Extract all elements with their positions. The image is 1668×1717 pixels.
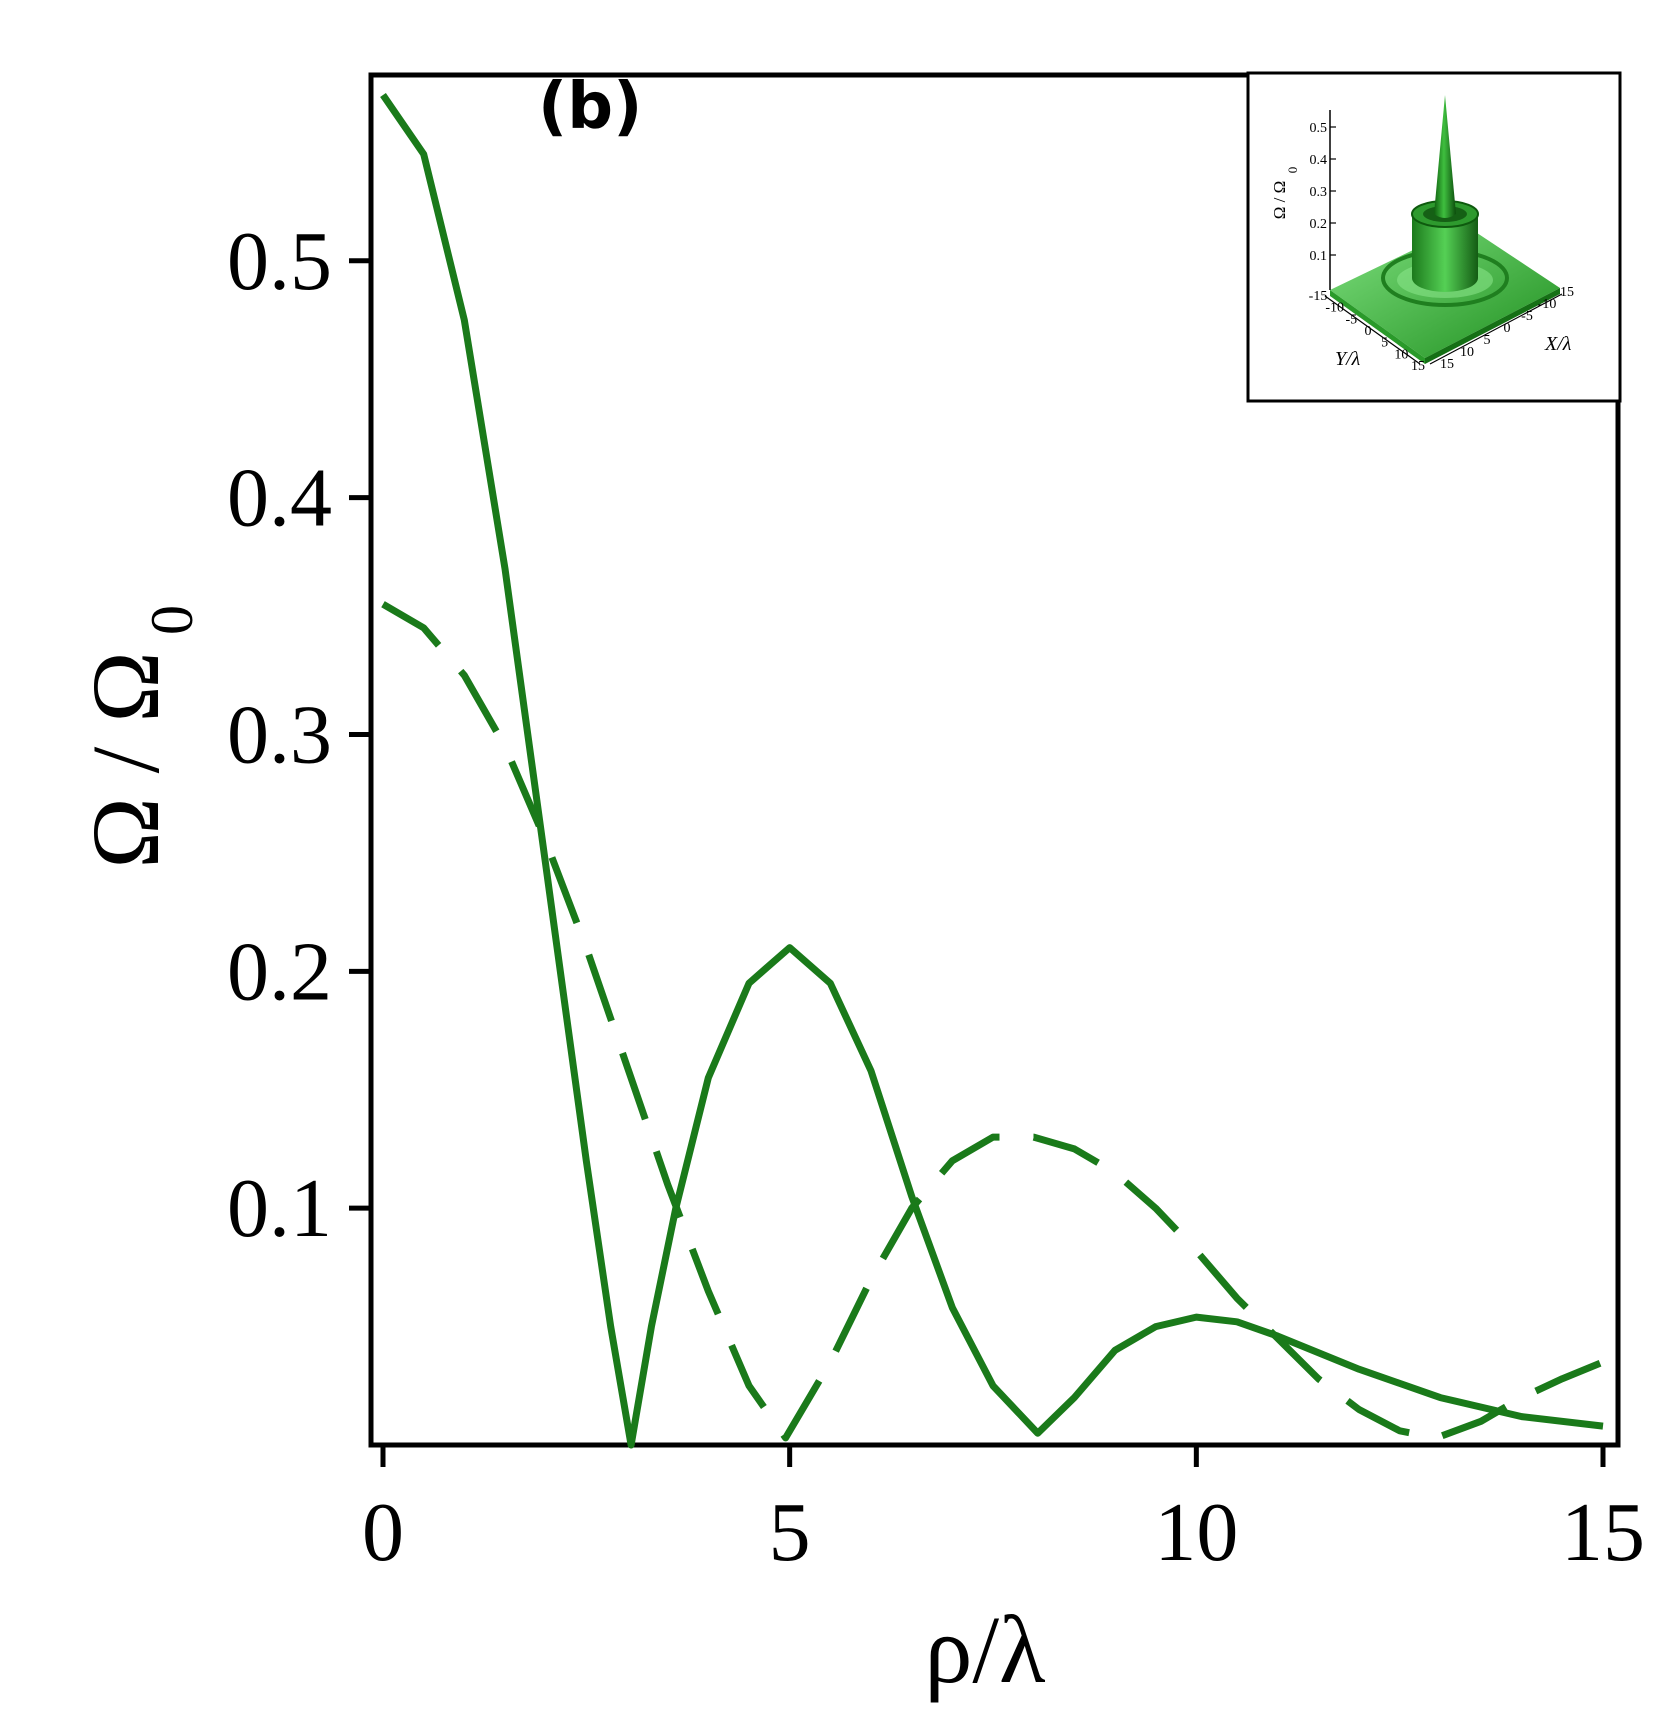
inset-y-tick-label: -15	[1309, 289, 1328, 304]
y-axis-title: Ω / Ω 0	[72, 605, 205, 869]
inset-x-tick-label: -5	[1521, 309, 1533, 324]
inset-x-tick-label: -10	[1538, 297, 1557, 312]
x-tick-label: 0	[362, 1486, 404, 1579]
y-axis-title-main: Ω / Ω	[72, 651, 179, 868]
inset-z-tick-label: 0.4	[1310, 153, 1328, 168]
inset-x-tick-label: 15	[1560, 285, 1574, 300]
inset-z-tick-label: 0.5	[1310, 121, 1328, 136]
inset-y-tick-label: -10	[1325, 301, 1344, 316]
inset-y-tick-label: 10	[1394, 347, 1408, 362]
inset-z-tick-label: 0.2	[1310, 217, 1328, 232]
inset-x-axis	[1429, 293, 1563, 365]
inset-x-tick-label: 0	[1504, 321, 1511, 336]
x-tick-label: 5	[769, 1486, 811, 1579]
inset-z-tick-label: 0.3	[1310, 185, 1328, 200]
x-tick-labels: 0 5 10 15	[362, 1486, 1645, 1579]
series-layer	[380, 93, 1605, 1449]
y-tick-labels: 0.1 0.2 0.3 0.4 0.5	[227, 215, 332, 1255]
inset-base-edge-right	[1425, 288, 1560, 364]
inset-y-tick-label: 5	[1381, 336, 1388, 351]
series-line-solid	[380, 93, 1604, 1449]
inset-x-axis-title: X/λ	[1544, 333, 1572, 355]
inset-y-axis	[1324, 295, 1421, 365]
y-tick-label: 0.4	[227, 452, 332, 545]
inset-y-tick-label: 15	[1411, 359, 1425, 374]
y-tick-label: 0.3	[227, 688, 332, 781]
inset-y-axis-title: Y/λ	[1335, 348, 1361, 370]
inset-ring-cylinder	[1412, 214, 1478, 292]
inset-y-tick-label: 0	[1365, 324, 1372, 339]
plot-frame	[368, 72, 1621, 1448]
axis-ticks	[349, 258, 1606, 1467]
inset-z-tick-label: 0.1	[1310, 249, 1328, 264]
inset-y-tick-label: -5	[1345, 312, 1357, 327]
x-axis-title: ρ/λ	[924, 1596, 1046, 1703]
x-tick-label: 10	[1154, 1486, 1238, 1579]
y-tick-label: 0.1	[227, 1162, 332, 1255]
inset-z-title-main: Ω / Ω	[1270, 181, 1289, 220]
inset-z-ticks: 0.1 0.2 0.3 0.4 0.5	[1310, 121, 1336, 264]
inset-x-tick-label: 5	[1484, 333, 1491, 348]
inset-z-title-subscript: 0	[1285, 167, 1300, 174]
inset-x-tick-label: 15	[1440, 357, 1454, 372]
inset-base-edge-left	[1330, 290, 1425, 364]
series-line-dashed	[381, 601, 1605, 1442]
inset-x-tick-label: 10	[1460, 345, 1474, 360]
inset-central-spike	[1434, 95, 1456, 218]
inset-z-title: Ω / Ω 0	[1270, 167, 1300, 220]
y-tick-label: 0.5	[227, 215, 332, 308]
panel-label: (b)	[538, 70, 642, 144]
y-tick-label: 0.2	[227, 925, 332, 1018]
y-axis-title-subscript: 0	[139, 605, 205, 635]
x-tick-label: 15	[1561, 1486, 1645, 1579]
